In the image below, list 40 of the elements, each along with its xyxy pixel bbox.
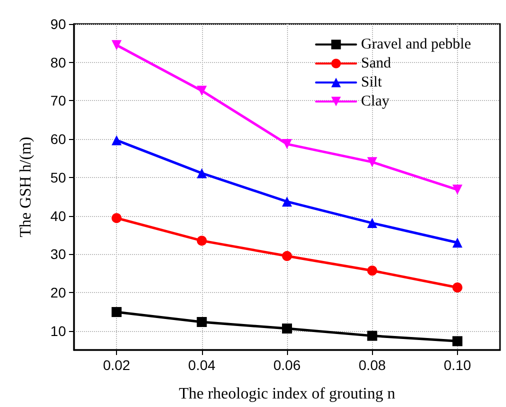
- y-tick-label: 30: [50, 246, 66, 262]
- point: [367, 330, 378, 341]
- x-tick-label: 0.04: [188, 357, 216, 373]
- point: [367, 266, 378, 276]
- point: [452, 282, 462, 292]
- point: [282, 196, 292, 207]
- y-tick-label: 60: [50, 131, 66, 148]
- point: [282, 251, 292, 262]
- legend-label: Sand: [361, 56, 392, 72]
- legend-label: Gravel and pebble: [361, 36, 472, 52]
- x-tick-label: 0.02: [102, 357, 130, 373]
- y-axis-title: The GSH h/(m): [18, 136, 34, 238]
- point: [112, 213, 122, 224]
- y-tick-label: 40: [50, 208, 66, 224]
- point: [112, 40, 122, 50]
- y-tick-label: 50: [50, 169, 66, 186]
- y-tick-label: 10: [50, 322, 66, 339]
- x-tick-label: 0.10: [444, 357, 472, 373]
- point: [367, 157, 378, 168]
- point: [196, 236, 207, 246]
- point: [452, 238, 462, 248]
- legend-label: Clay: [361, 94, 390, 110]
- y-tick-label: 20: [50, 284, 66, 300]
- point: [282, 139, 292, 150]
- y-tick-label: 70: [50, 92, 66, 109]
- point: [196, 317, 207, 327]
- y-tick-label: 80: [50, 54, 66, 70]
- y-tick-label: 90: [50, 16, 66, 32]
- point: [112, 307, 122, 318]
- point: [282, 324, 292, 334]
- point: [196, 86, 207, 96]
- point: [367, 218, 378, 228]
- point: [452, 184, 462, 195]
- point: [196, 168, 207, 178]
- x-tick-label: 0.08: [358, 357, 386, 373]
- point: [452, 336, 462, 346]
- x-axis-title: The rheologic index of grouting n: [178, 386, 396, 402]
- x-tick-label: 0.06: [273, 357, 301, 373]
- point: [112, 135, 122, 146]
- legend-label: Silt: [361, 74, 383, 90]
